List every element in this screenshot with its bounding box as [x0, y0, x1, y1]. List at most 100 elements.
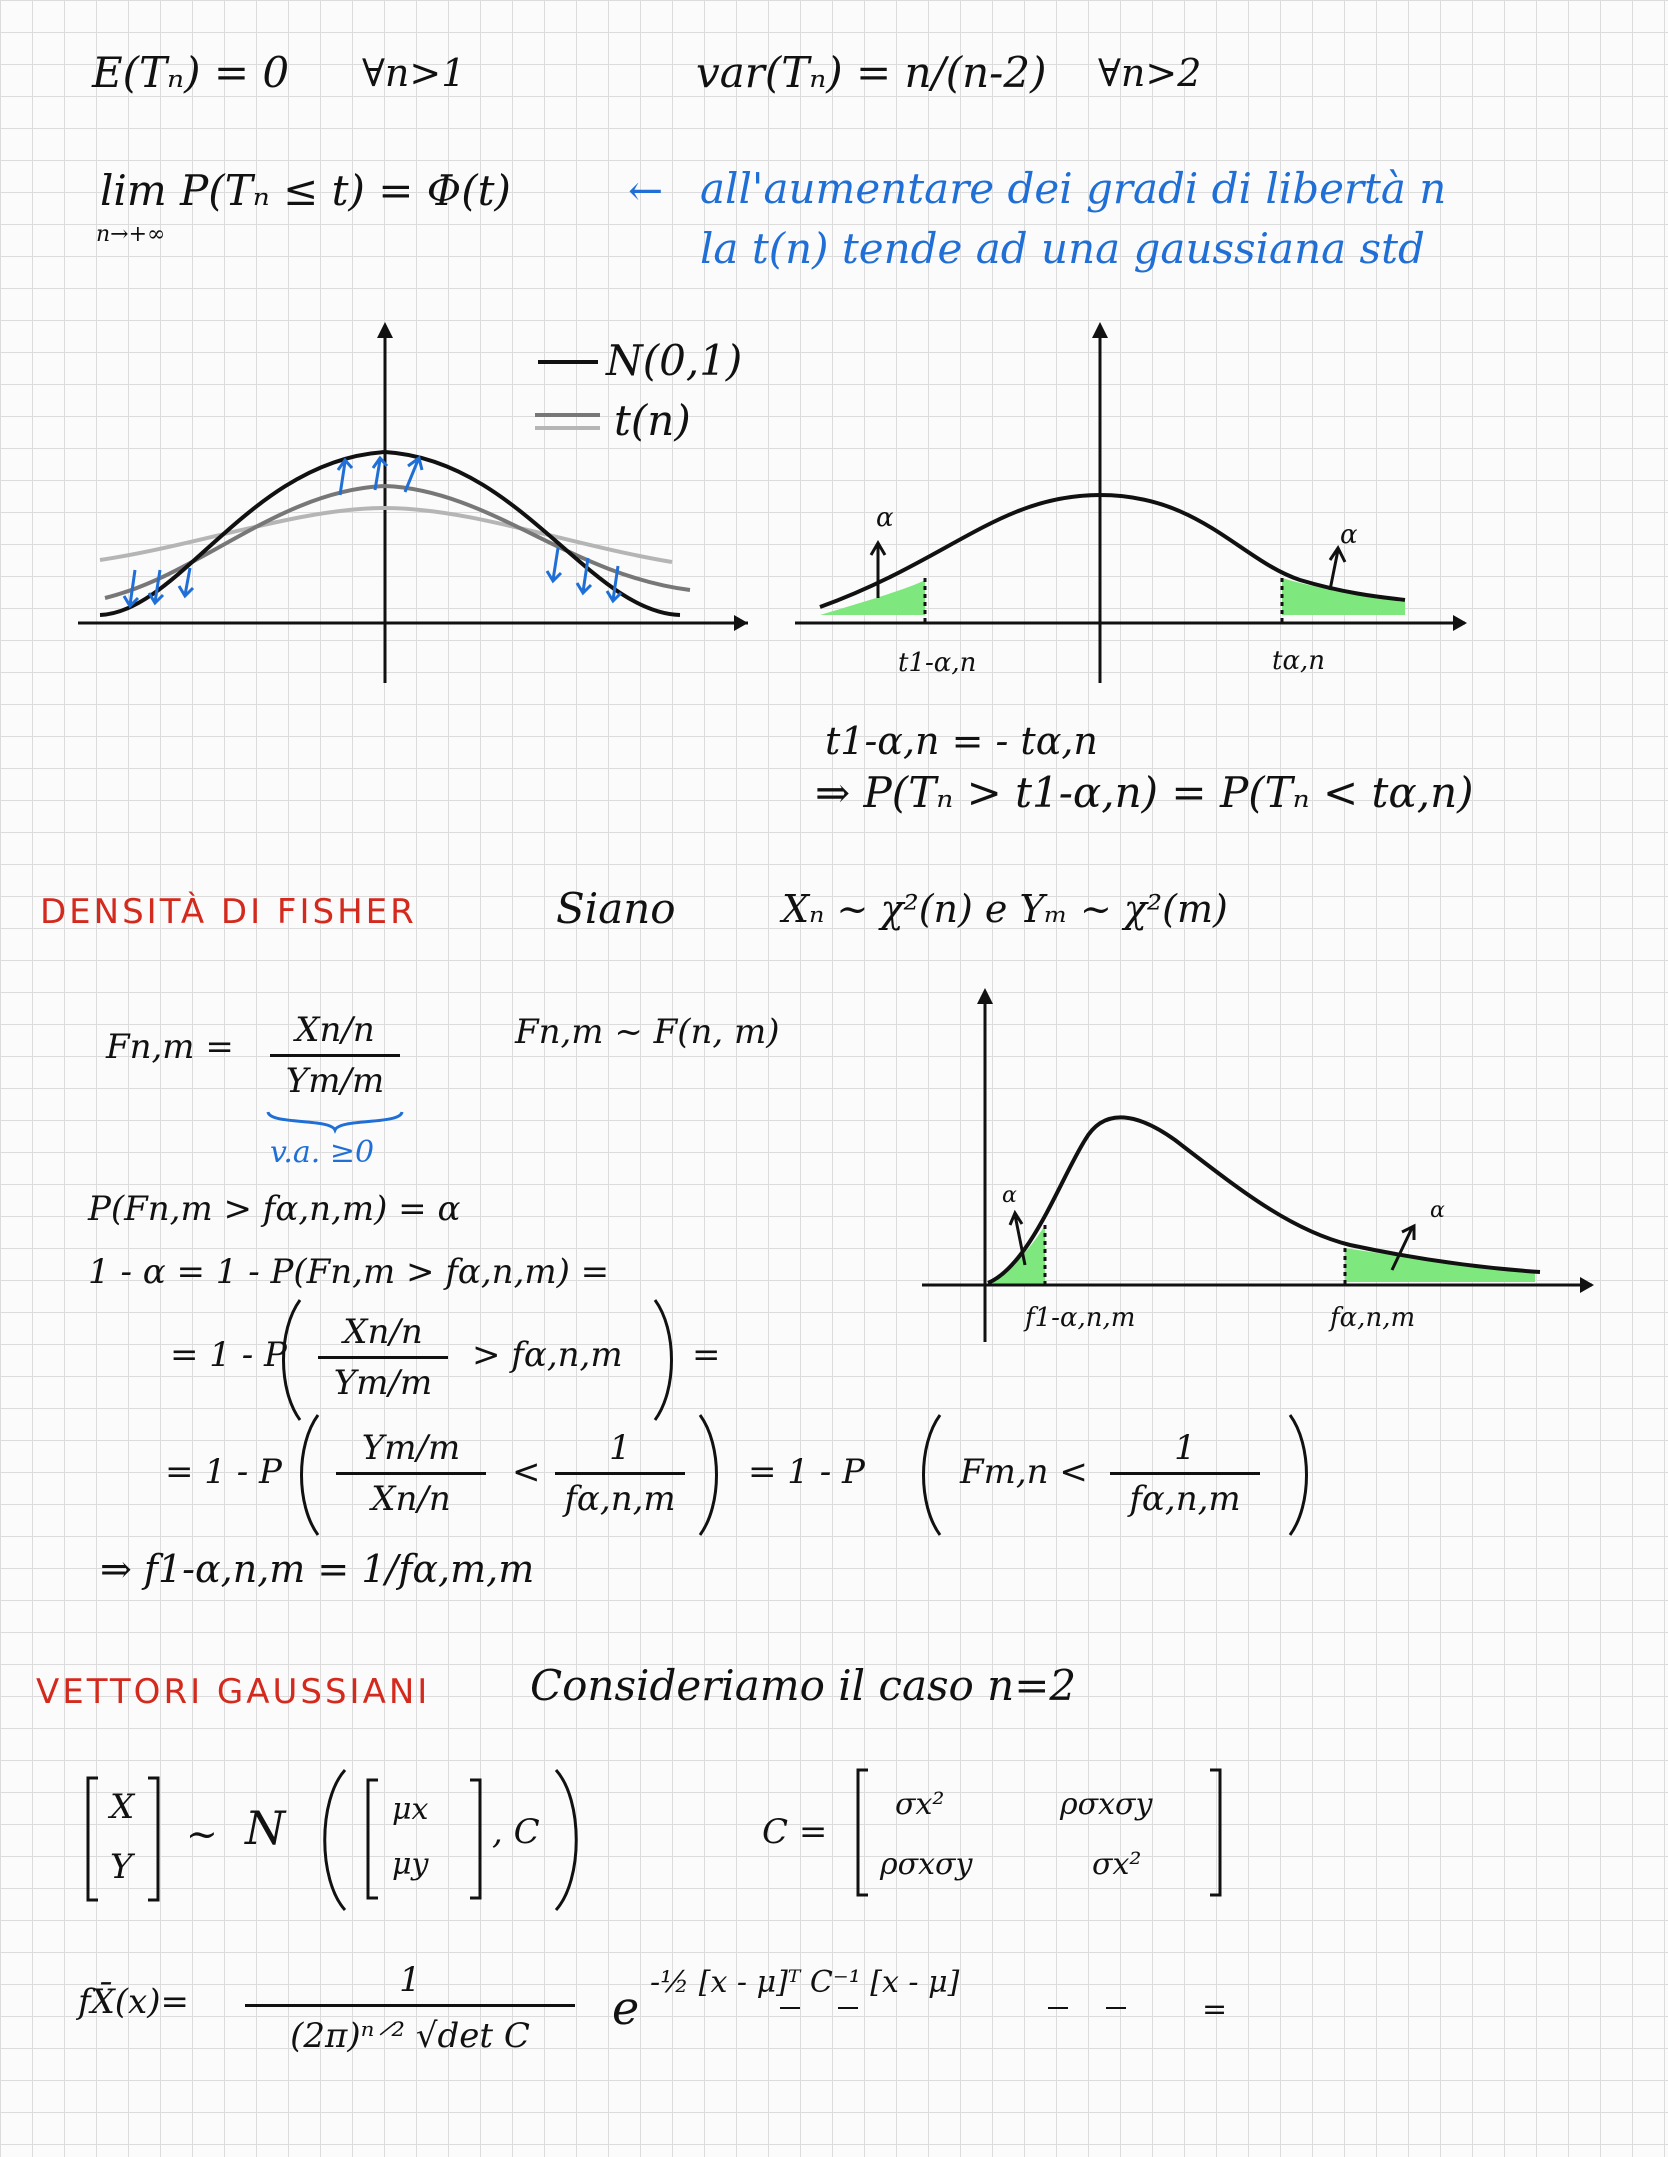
limit-note-line1: all'aumentare dei gradi di libertà n: [700, 164, 1447, 213]
limit-formula: lim P(Tₙ ≤ t) = Φ(t): [100, 166, 511, 215]
tick-right-label: tα,n: [1272, 646, 1326, 676]
density-end: =: [1202, 1992, 1228, 2027]
gauss-heading: VETTORI GAUSSIANI: [36, 1672, 431, 1712]
legend-normal-label: N(0,1): [606, 336, 743, 385]
fisher-parentheses: [282, 1299, 1308, 1536]
fisher-heading: DENSITÀ DI FISHER: [40, 892, 417, 932]
plot-fisher: [922, 988, 1594, 1342]
vector-x: X: [110, 1787, 135, 1827]
variance-condition: ∀n>2: [1098, 51, 1202, 95]
fisher-tail-left: [988, 1225, 1045, 1285]
step3-denominator: Xn/n: [371, 1479, 451, 1519]
quantile-relation: t1-α,n = - tα,n: [825, 719, 1098, 763]
fisher-step3-lt: <: [512, 1452, 541, 1492]
fisher-step3-eq: = 1 - P: [748, 1452, 865, 1492]
blue-arrows-right-tail: [545, 547, 623, 604]
curve-t-low-df: [99, 505, 673, 564]
alpha-left-arrow-icon: [869, 540, 887, 598]
cov-arg: , C: [492, 1812, 540, 1852]
fisher-alpha-right-arrow-icon: [1390, 1223, 1416, 1271]
curve-t-density: [819, 492, 1406, 609]
plot2-x-arrow-icon: [1453, 615, 1467, 631]
fisher-step3-fraction: Ym/m Xn/n: [336, 1428, 486, 1519]
va-note: v.a. ≥0: [270, 1135, 375, 1170]
fisher-alpha-left-arrow-icon: [1008, 1209, 1027, 1266]
cov-c22: σx²: [1092, 1847, 1142, 1882]
cov-c11: σx²: [895, 1787, 945, 1822]
fisher-alpha-right-label: α: [1430, 1198, 1445, 1223]
fisher-step2-end: =: [692, 1335, 721, 1375]
cov-c21: ρσxσy: [880, 1847, 973, 1882]
fisher-tick-right-label: fα,n,m: [1330, 1303, 1416, 1333]
fisher-step2-post: > fα,n,m: [472, 1335, 623, 1375]
vector-y: Y: [110, 1847, 133, 1887]
curve-fisher-density: [987, 1115, 1541, 1285]
gauss-brackets: [86, 1768, 1222, 1912]
density-denominator: (2π)ⁿ⸍² √det C: [290, 2016, 530, 2056]
expectation-formula: E(Tₙ) = 0: [92, 48, 290, 97]
fisher-denominator: Ym/m: [285, 1061, 385, 1101]
fisher-step2-fraction: Xn/n Ym/m: [318, 1312, 448, 1403]
limit-arrow: ←: [628, 166, 664, 215]
fisher-step3-f: Fm,n <: [960, 1452, 1088, 1492]
fisher-step2-pre: = 1 - P: [170, 1335, 287, 1375]
chi-square-definition: Xₙ ~ χ²(n) e Yₘ ~ χ²(m): [782, 887, 1228, 931]
tail-area-right: [1282, 578, 1405, 615]
expectation-condition: ∀n>1: [362, 51, 466, 95]
alpha-left-label: α: [876, 503, 894, 533]
fisher-tick-left-label: f1-α,n,m: [1025, 1303, 1136, 1333]
fisher-fraction: Xn/n Ym/m: [270, 1010, 400, 1101]
legend-t-label: t(n): [614, 396, 691, 445]
alpha-right-label: α: [1340, 520, 1358, 550]
gauss-tilde: ~: [186, 1812, 218, 1856]
step2-numerator: Xn/n: [343, 1312, 423, 1352]
density-exp-base: e: [612, 1981, 640, 2035]
fisher-step3-fraction2: 1 fα,n,m: [555, 1428, 685, 1519]
variance-formula: var(Tₙ) = n/(n-2): [696, 48, 1047, 97]
fisher-distribution: Fn,m ~ F(n, m): [515, 1012, 780, 1052]
limit-note-line2: la t(n) tende ad una gaussiana std: [700, 224, 1425, 273]
underbrace: [266, 1111, 404, 1134]
plot-normal-vs-t: [78, 322, 748, 683]
step3-one2: 1: [1174, 1428, 1196, 1468]
curve-normal: [99, 449, 681, 617]
alpha-right-arrow-icon: [1328, 545, 1347, 591]
fisher-result: ⇒ f1-α,n,m = 1/fα,m,m: [100, 1547, 535, 1591]
density-lhs: fX̄(x)=: [78, 1982, 189, 2022]
fisher-tail-right: [1345, 1248, 1535, 1282]
fisher-step3-fraction3: 1 fα,n,m: [1110, 1428, 1260, 1519]
plot-t-quantiles: [795, 322, 1467, 683]
blue-arrows-center: [336, 455, 424, 496]
fisher-alpha-left-label: α: [1002, 1183, 1017, 1208]
plot2-y-arrow-icon: [1092, 322, 1108, 338]
blue-arrows-left-tail: [122, 567, 195, 609]
fisher-p-def: P(Fn,m > fα,n,m) = α: [88, 1189, 461, 1229]
gauss-intro: Consideriamo il caso n=2: [530, 1661, 1077, 1710]
fisher-step1: 1 - α = 1 - P(Fn,m > fα,n,m) =: [88, 1252, 610, 1292]
mean-x: μx: [392, 1792, 429, 1827]
cov-c12: ρσxσy: [1060, 1787, 1153, 1822]
step2-denominator: Ym/m: [333, 1363, 433, 1403]
mean-y: μy: [392, 1847, 429, 1882]
plot1-x-arrow-icon: [734, 615, 748, 631]
density-fraction: 1 (2π)ⁿ⸍² √det C: [245, 1960, 575, 2057]
gauss-N: N: [245, 1801, 286, 1855]
plot3-y-arrow-icon: [977, 988, 993, 1004]
step3-one: 1: [609, 1428, 631, 1468]
tick-left-label: t1-α,n: [898, 648, 977, 678]
density-numerator: 1: [399, 1960, 421, 2000]
fisher-numerator: Xn/n: [295, 1010, 375, 1050]
plot3-x-arrow-icon: [1580, 1277, 1594, 1293]
plot1-y-arrow-icon: [377, 322, 393, 338]
step3-fden2: fα,n,m: [1129, 1479, 1241, 1519]
step3-numerator: Ym/m: [361, 1428, 461, 1468]
tail-area-left: [820, 580, 925, 615]
density-exponent: -½ [x - μ]ᵀ C⁻¹ [x - μ]: [650, 1965, 960, 2000]
cov-lhs: C =: [762, 1812, 828, 1852]
probability-relation: ⇒ P(Tₙ > t1-α,n) = P(Tₙ < tα,n): [815, 768, 1474, 817]
fisher-step3-pre: = 1 - P: [165, 1452, 282, 1492]
siano-label: Siano: [556, 884, 676, 933]
limit-subscript: n→+∞: [96, 222, 166, 247]
step3-fden: fα,n,m: [564, 1479, 676, 1519]
